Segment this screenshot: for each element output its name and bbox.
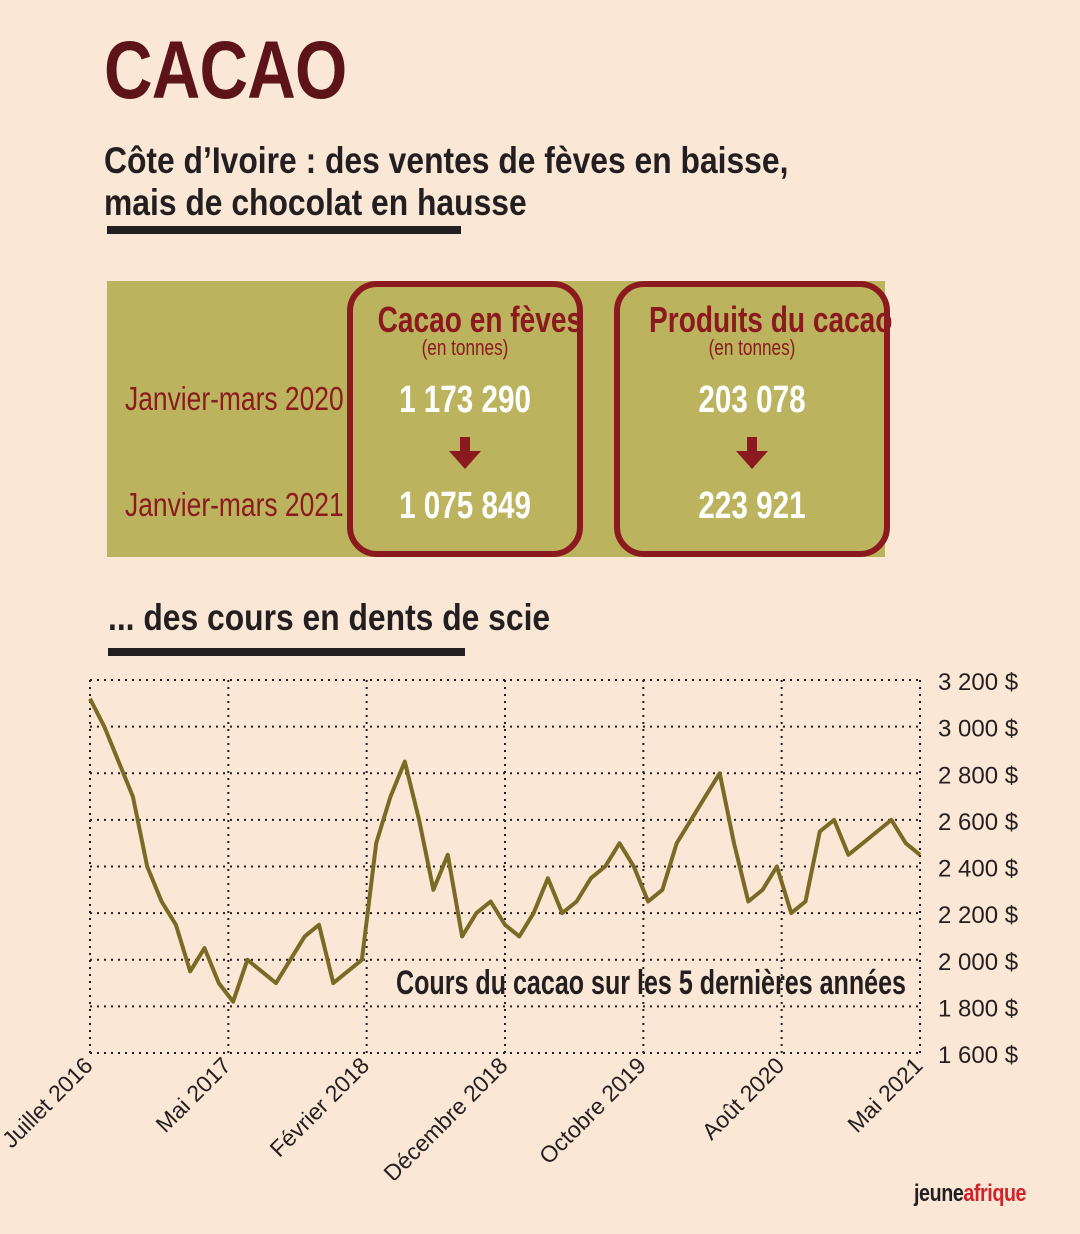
subtitle-underline: [107, 226, 461, 234]
x-tick-label: Août 2020: [697, 1052, 790, 1145]
y-tick-label: 2 800 $: [938, 762, 1018, 789]
beans-value-2020: 1 173 290: [399, 379, 531, 421]
row-label-2021: Janvier-mars 2021: [125, 486, 344, 523]
section-underline: [108, 648, 465, 656]
row-label-2020: Janvier-mars 2020: [125, 380, 344, 417]
subtitle-line-1: Côte d’Ivoire : des ventes de fèves en b…: [104, 140, 789, 181]
x-tick-label: Mai 2017: [151, 1052, 236, 1137]
y-tick-label: 3 000 $: [938, 716, 1018, 743]
subtitle-line-2: mais de chocolat en hausse: [104, 182, 527, 223]
products-column-title: Produits du cacao: [649, 299, 893, 340]
products-column-unit: (en tonnes): [708, 335, 796, 360]
y-tick-label: 2 600 $: [938, 809, 1018, 836]
beans-column-title: Cacao en fèves: [377, 299, 583, 340]
price-line-chart: 3 200 $ 3 000 $ 2 800 $ 2 600 $ 2 400 $ 2 200…: [0, 669, 1018, 1180]
logo-part-2: afrique: [963, 1180, 1027, 1207]
subtitle: Côte d’Ivoire : des ventes de fèves en b…: [104, 140, 788, 224]
y-tick-label: 3 200 $: [938, 669, 1018, 696]
beans-column-unit: (en tonnes): [421, 335, 509, 360]
x-tick-label: Octobre 2019: [534, 1052, 651, 1169]
products-column: Produits du cacao (en tonnes) 203 078 22…: [614, 281, 893, 557]
beans-value-2021: 1 075 849: [399, 485, 531, 527]
series-line: [88, 697, 922, 1004]
y-tick-label: 1 800 $: [938, 995, 1018, 1022]
beans-column: Cacao en fèves (en tonnes) 1 173 290 1 0…: [347, 281, 583, 557]
y-tick-label: 1 600 $: [938, 1042, 1018, 1069]
y-tick-label: 2 400 $: [938, 856, 1018, 883]
y-tick-label: 2 000 $: [938, 949, 1018, 976]
chart-title: Cours du cacao sur les 5 dernières année…: [396, 964, 906, 1002]
sales-table: [107, 281, 885, 557]
x-tick-label: Mai 2021: [842, 1052, 927, 1137]
logo-part-1: jeune: [914, 1180, 964, 1207]
page-title: CACAO: [104, 25, 347, 116]
section-title: ... des cours en dents de scie: [108, 597, 551, 638]
products-value-2020: 203 078: [698, 379, 806, 421]
jeune-afrique-logo: jeuneafrique: [914, 1180, 1027, 1208]
x-tick-label: Février 2018: [265, 1052, 375, 1162]
x-tick-label: Juillet 2016: [0, 1052, 98, 1153]
products-value-2021: 223 921: [698, 485, 806, 527]
x-tick-label: Décembre 2018: [378, 1052, 512, 1180]
y-tick-label: 2 200 $: [938, 902, 1018, 929]
